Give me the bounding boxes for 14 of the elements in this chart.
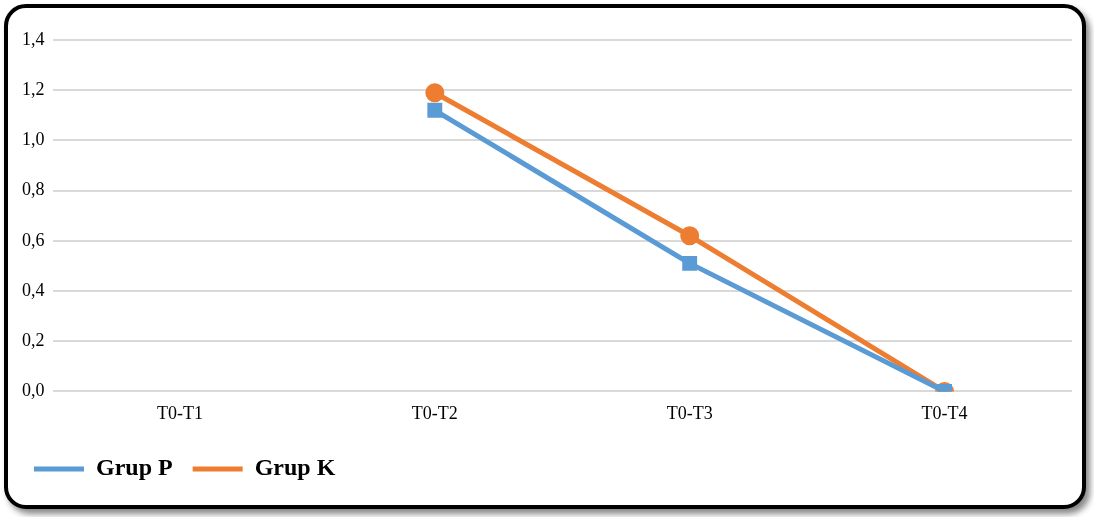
y-tick-label: 0,8 [22, 179, 45, 200]
y-tick-label: 0,6 [22, 229, 45, 250]
y-tick-label: 1,0 [22, 129, 45, 150]
y-tick-label: 0,0 [22, 380, 45, 401]
legend-label: Grup P [96, 454, 173, 481]
x-tick-label: T0-T1 [156, 402, 203, 423]
y-tick-label: 0,2 [22, 329, 45, 350]
x-tick-label: T0-T4 [921, 402, 968, 423]
x-tick-label: T0-T3 [666, 402, 713, 423]
legend-label: Grup K [254, 454, 336, 481]
y-tick-label: 0,4 [22, 279, 45, 300]
x-tick-label: T0-T2 [411, 402, 458, 423]
y-tick-label: 1,4 [22, 28, 45, 49]
y-tick-label: 1,2 [22, 78, 45, 99]
